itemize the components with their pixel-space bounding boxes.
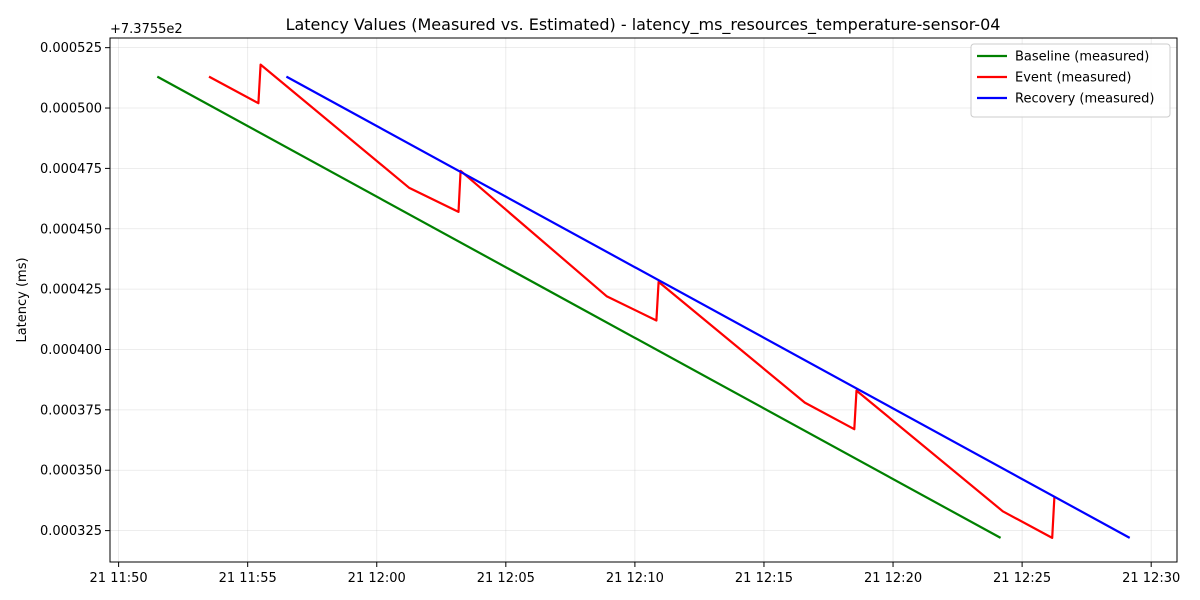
y-tick-label: 0.000525: [40, 41, 102, 56]
x-tick-label: 21 12:00: [348, 571, 406, 586]
x-tick-label: 21 12:20: [864, 571, 922, 586]
x-tick-label: 21 11:50: [90, 571, 148, 586]
legend-label: Recovery (measured): [1015, 92, 1155, 107]
series-line-3: [285, 75, 1131, 539]
x-tick-label: 21 12:30: [1122, 571, 1180, 586]
y-axis: 0.000325 0.000350 0.000375 0.000400 0.000425…: [40, 41, 110, 539]
y-tick-label: 0.000475: [40, 162, 102, 177]
plot-frame: [109, 37, 1178, 563]
legend-box: [970, 43, 1171, 118]
y-tick-label: 0.000500: [40, 102, 102, 117]
x-axis: 21 11:50 21 11:55 21 12:00 21 12:05 21 12:10…: [90, 562, 1180, 586]
legend: Baseline (measured) Event (measured) Recov…: [970, 43, 1171, 118]
x-tick-label: 21 12:05: [477, 571, 535, 586]
series-lines: [156, 63, 1131, 540]
legend-label: Baseline (measured): [1015, 50, 1149, 65]
y-tick-label: 0.000350: [40, 464, 102, 479]
x-tick-label: 21 12:15: [735, 571, 793, 586]
x-tick-label: 21 12:10: [606, 571, 664, 586]
y-offset-label: +7.3755e2: [110, 22, 183, 37]
legend-label: Event (measured): [1015, 71, 1131, 86]
y-tick-label: 0.000400: [40, 343, 102, 358]
series-line-1: [156, 75, 1002, 539]
series-line-2: [208, 63, 1056, 540]
y-tick-label: 0.000425: [40, 283, 102, 298]
x-tick-label: 21 11:55: [219, 571, 277, 586]
x-tick-label: 21 12:25: [993, 571, 1051, 586]
y-tick-label: 0.000375: [40, 403, 102, 418]
chart-title: Latency Values (Measured vs. Estimated) …: [286, 15, 1001, 35]
y-axis-label: Latency (ms): [15, 257, 30, 342]
y-tick-label: 0.000450: [40, 222, 102, 237]
y-tick-label: 0.000325: [40, 524, 102, 539]
